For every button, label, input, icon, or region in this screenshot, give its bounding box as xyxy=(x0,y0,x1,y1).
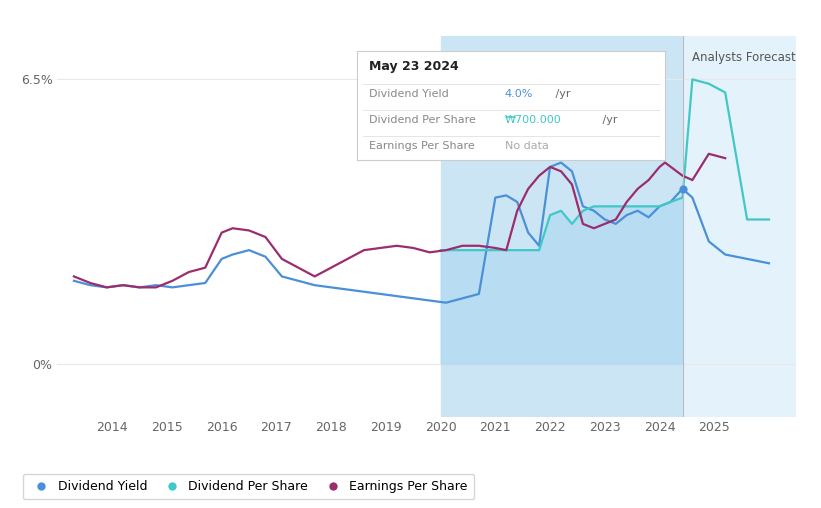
Text: No data: No data xyxy=(505,141,548,151)
Bar xyxy=(441,36,682,417)
Text: Analysts Forecast: Analysts Forecast xyxy=(692,51,796,64)
Text: Past: Past xyxy=(640,51,665,64)
Text: /yr: /yr xyxy=(599,115,617,125)
Text: May 23 2024: May 23 2024 xyxy=(369,59,459,73)
Bar xyxy=(682,36,796,417)
Text: /yr: /yr xyxy=(552,89,571,99)
Text: ₩700.000: ₩700.000 xyxy=(505,115,562,125)
Text: Dividend Yield: Dividend Yield xyxy=(369,89,449,99)
Point xyxy=(676,185,689,193)
Text: 4.0%: 4.0% xyxy=(505,89,534,99)
Text: Dividend Per Share: Dividend Per Share xyxy=(369,115,476,125)
Text: Earnings Per Share: Earnings Per Share xyxy=(369,141,475,151)
Legend: Dividend Yield, Dividend Per Share, Earnings Per Share: Dividend Yield, Dividend Per Share, Earn… xyxy=(23,473,474,499)
